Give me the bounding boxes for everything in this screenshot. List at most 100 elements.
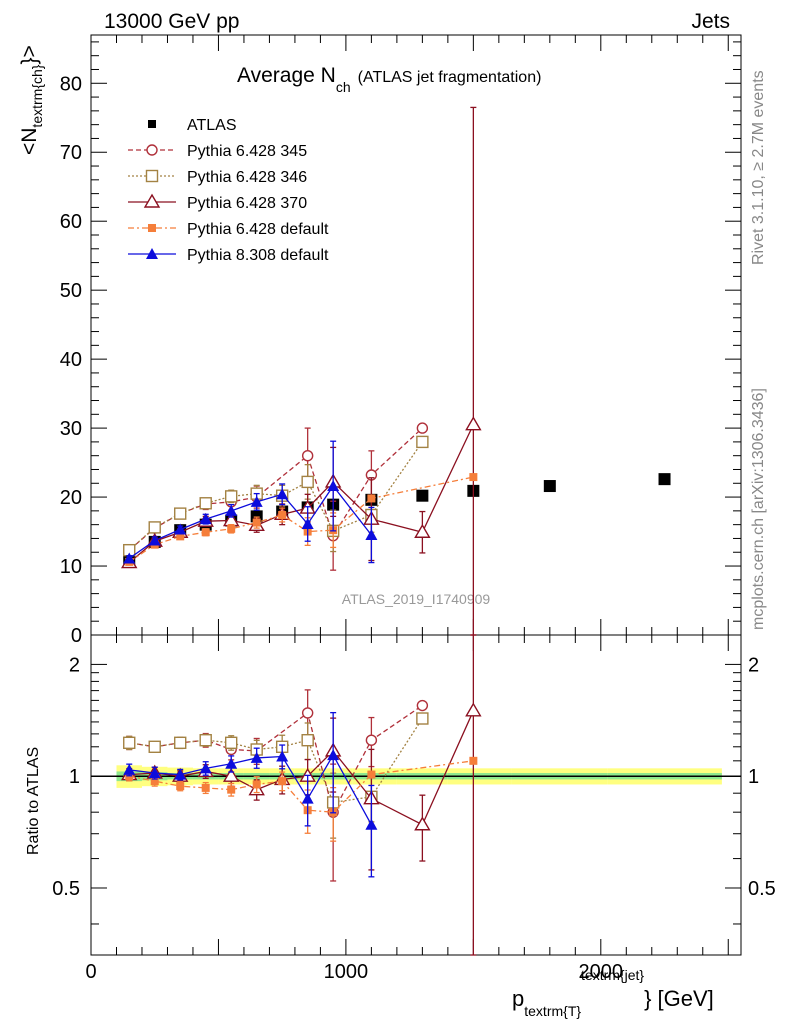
legend-marker [146,144,158,156]
series-point [199,497,212,510]
ratio-point [327,749,340,761]
y-tick-label: 20 [60,487,82,509]
ratio-plot-frame [90,634,742,956]
series-point [301,449,314,462]
series-point [252,518,261,527]
y-tick-label: 80 [60,73,82,95]
legend-marker [146,248,158,259]
y-tick-label: 10 [60,556,82,578]
ratio-series-4 [123,711,378,878]
ratio-point [123,763,136,775]
ratio-tick-label-right: 1 [748,766,759,788]
series-4 [123,440,378,564]
legend-marker [148,120,156,128]
ratio-point [250,751,263,763]
x-axis-label-sub: textrm{T} [524,1003,581,1019]
legend-marker [148,224,156,232]
y-tick-label: 30 [60,418,82,440]
ratio-tick-label: 1 [69,766,80,788]
legend-marker [145,169,159,183]
series-point [224,490,238,503]
y-tick-label: 40 [60,349,82,371]
ratio-point [278,777,287,786]
mcplots-label: mcplots.cern.ch [arXiv:1306.3436] [750,388,767,630]
ratio-point [199,762,212,774]
y-tick-label: 0 [71,625,82,647]
legend-label: Pythia 6.428 default [187,221,329,238]
legend-label: Pythia 6.428 346 [187,169,307,186]
series-point [174,523,187,535]
ratio-point [469,756,478,765]
x-axis-label-unit: } [GeV] [644,986,714,1011]
series-point [365,529,378,540]
y-axis-label-post: }> [18,45,41,64]
series-point [176,532,185,541]
legend-entry-3: Pythia 6.428 default [128,221,329,238]
title-sub: ch [336,79,351,95]
series-point [367,494,376,503]
series-point [250,495,263,507]
legend-marker [143,193,161,208]
x-tick-label: 2000 [579,961,624,983]
series-point [469,473,478,482]
title-main: Average N [237,64,336,87]
ratio-ticks [91,663,741,925]
ratio-axis-label: Ratio to ATLAS [25,747,42,855]
ratio-tick-label-right: 2 [748,654,759,676]
series-point [148,534,161,546]
ratio-point [176,782,185,791]
ratio-series-2 [121,634,482,956]
analysis-watermark: ATLAS_2019_I1740909 [342,591,491,607]
y-tick-label: 50 [60,280,82,302]
legend-entry-1: Pythia 6.428 346 [128,169,307,186]
ratio-point [224,736,238,750]
ratio-point [123,736,136,750]
x-ticks [90,35,729,955]
legend-label: Pythia 8.308 default [187,247,329,264]
legend-label: Pythia 6.428 370 [187,195,307,212]
x-tick-label: 1000 [324,961,369,983]
series-point [278,511,287,519]
ratio-point [252,780,261,789]
series-point [301,517,314,529]
series-point [225,504,238,516]
ratio-tick-label: 2 [69,654,80,676]
ratio-point [367,770,376,779]
series-2 [121,106,482,636]
ratio-tick-label-right: 0.5 [748,878,776,900]
ratio-point [222,767,240,782]
chart-title: Average Nch (ATLAS jet fragmentation) [237,64,541,95]
title-extra: (ATLAS jet fragmentation) [358,69,542,86]
ratio-point [201,783,210,792]
legend-entry-atlas: ATLAS [148,117,237,134]
atlas-point [543,480,556,493]
series-point [227,524,236,533]
x-axis-label: ptextrm{T} textrm{jet}} [GeV] [512,967,714,1019]
atlas-point [250,510,263,523]
y-tick-label: 70 [60,142,82,164]
series-point [123,552,136,564]
y-axis-label: <Ntextrm{ch}}> [18,45,45,155]
ratio-tick-label: 0.5 [52,878,80,900]
y-ticks [91,41,741,636]
ratio-point [301,707,314,719]
ratio-point [414,816,431,831]
legend-entry-4: Pythia 8.308 default [128,247,329,264]
series-point [414,523,431,538]
ratio-point [365,734,378,746]
x-tick-label: 0 [85,961,96,983]
ratio-point [365,818,378,830]
ratio-point [225,757,238,769]
legend: ATLAS Pythia 6.428 345 Pythia 6.428 346 Pyt… [128,117,329,264]
series-point [148,521,161,534]
ratio-point [416,712,429,725]
series-line [128,484,372,559]
ratio-line [129,718,423,804]
legend-entry-2: Pythia 6.428 370 [128,193,307,212]
ratio-point [301,734,314,747]
ratio-point [276,750,289,762]
header-right: Jets [691,10,730,33]
series-point [199,513,212,525]
atlas-point [416,489,429,502]
